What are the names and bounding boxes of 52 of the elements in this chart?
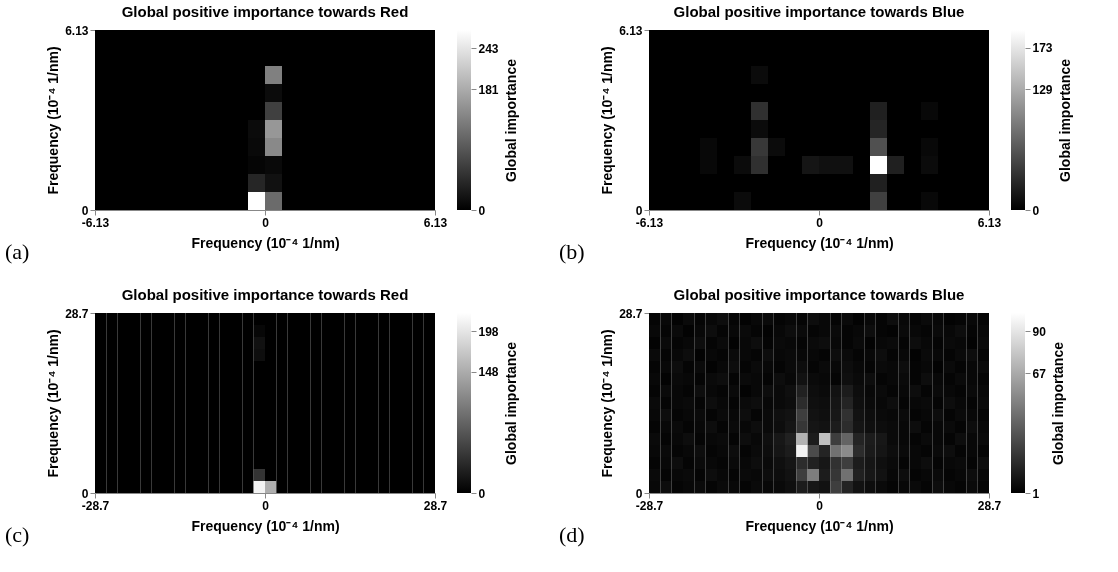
y-tick-label: 0 [635,486,643,501]
y-axis-title: Frequency (10⁻⁴ 1/nm) [599,329,616,478]
text: (b) [559,239,585,264]
x-tick-label: 0 [816,215,824,230]
color-bar-title: Global importance [1056,58,1073,182]
color-bar-label: 0 [478,203,486,218]
color-bar-label: 129 [1032,82,1053,97]
x-tick-label: 0 [262,498,270,513]
y-axis-title: Frequency (10⁻⁴ 1/nm) [45,46,62,195]
x-axis-title: Frequency (10⁻⁴ 1/nm) [745,234,894,251]
text: (c) [5,522,30,547]
chart-title: Global positive importance towards Blue [673,286,965,303]
x-tick-label: 6.13 [423,215,448,230]
x-tick-label: -6.13 [635,215,664,230]
text: (d) [559,522,585,547]
y-tick-label: 6.13 [65,23,89,38]
x-tick-label: 6.13 [977,215,1002,230]
color-bar-label: 0 [478,486,486,501]
x-tick-label: -6.13 [81,215,110,230]
color-bar-title: Global importance [1049,341,1066,465]
color-bar-label: 173 [1032,41,1053,56]
y-tick-label: 0 [81,486,89,501]
x-axis-title: Frequency (10⁻⁴ 1/nm) [745,517,894,534]
color-bar-label: 0 [1032,203,1040,218]
x-tick-label: 28.7 [977,498,1002,513]
y-tick-label: 28.7 [65,306,89,321]
y-tick-label: 28.7 [619,306,643,321]
y-axis-title: Frequency (10⁻⁴ 1/nm) [599,46,616,195]
color-bar-label: 67 [1032,366,1047,381]
color-bar-label: 198 [478,324,499,339]
chart-title: Global positive importance towards Red [121,3,409,20]
x-tick-label: 28.7 [423,498,448,513]
y-tick-label: 6.13 [619,23,643,38]
x-tick-label: 0 [262,215,270,230]
color-bar-label: 181 [478,82,499,97]
x-tick-label: 0 [816,498,824,513]
color-bar-label: 243 [478,41,499,56]
y-tick-label: 0 [635,203,643,218]
color-bar-title: Global importance [502,341,519,465]
color-bar-title: Global importance [502,58,519,182]
x-tick-label: -28.7 [81,498,110,513]
color-bar-label: 148 [478,365,499,380]
color-bar-label: 1 [1032,486,1040,501]
x-axis-title: Frequency (10⁻⁴ 1/nm) [191,517,340,534]
y-tick-label: 0 [81,203,89,218]
color-bar-label: 90 [1032,324,1047,339]
x-tick-label: -28.7 [635,498,664,513]
chart-title: Global positive importance towards Blue [673,3,965,20]
y-axis-title: Frequency (10⁻⁴ 1/nm) [45,329,62,478]
x-axis-title: Frequency (10⁻⁴ 1/nm) [191,234,340,251]
text: (a) [5,239,30,264]
chart-title: Global positive importance towards Red [121,286,409,303]
